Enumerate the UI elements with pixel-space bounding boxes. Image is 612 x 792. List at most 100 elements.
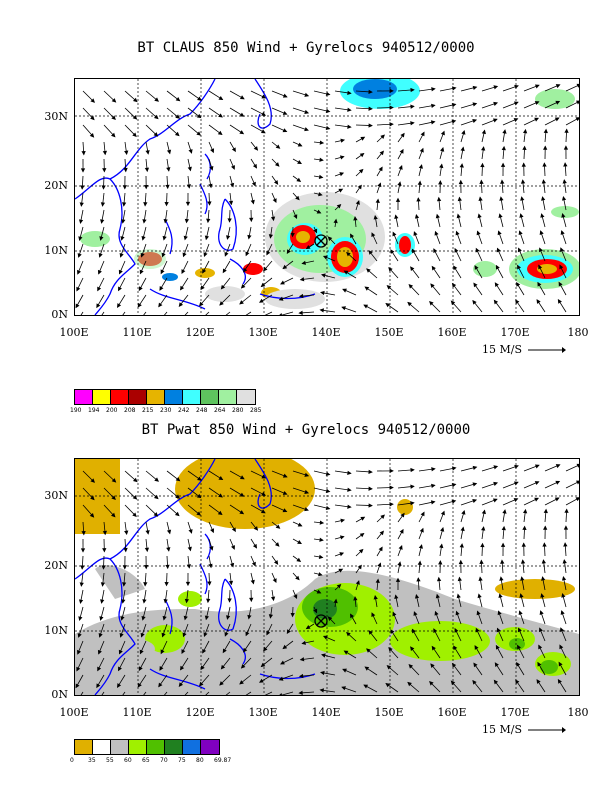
wind-vector-head [185, 581, 191, 587]
wind-vector-head [253, 526, 259, 531]
wind-vector-head [78, 616, 83, 621]
wind-vector-head [429, 301, 434, 306]
wind-vector-head [431, 483, 436, 488]
colorbar-label: 248 [196, 407, 208, 414]
wind-vector-head [481, 146, 486, 151]
wind-vector-head [142, 599, 147, 604]
colorbar-label: 285 [250, 407, 262, 414]
wind-vector-head [339, 155, 345, 160]
wind-vector-head [206, 598, 211, 604]
wind-vector-head [183, 615, 188, 621]
wind-vector-head [280, 660, 285, 665]
wind-vector-head [316, 589, 322, 594]
wind-vector-head [272, 198, 277, 204]
panel2-xlabel: 110E [122, 706, 152, 719]
wind-vector-head [299, 277, 305, 282]
wind-vector-head [440, 510, 445, 516]
wind-vector-head [378, 546, 383, 552]
wind-vector-head [522, 525, 527, 531]
wind-vector-head [266, 250, 271, 256]
wind-vector-head [368, 106, 373, 111]
colorbar-swatch [129, 390, 147, 404]
panel1-gridlines [75, 79, 579, 315]
wind-vector-head [450, 680, 456, 686]
wind-vector-head [227, 218, 232, 223]
wind-vector-head [417, 560, 422, 566]
wind-vector-head [166, 149, 172, 155]
wind-vector-head [411, 248, 416, 254]
wind-vector-head [243, 267, 248, 273]
wind-vector-head [210, 148, 215, 154]
wind-vector-head [534, 481, 540, 486]
wind-vector-head [564, 128, 569, 133]
wind-vector-head [220, 664, 226, 670]
wind-vector-head [274, 162, 280, 167]
wind-vector-head [138, 666, 143, 672]
wind-vector-head [433, 248, 438, 254]
wind-vector-head [576, 83, 579, 88]
wind-vector-head [408, 664, 414, 669]
wind-vector-head [336, 204, 342, 209]
wind-vector-head [430, 500, 436, 505]
wind-vector-head [479, 559, 484, 564]
wind-vector-head [431, 87, 436, 92]
wind-vector-head [261, 474, 267, 479]
wind-vector-head [438, 560, 443, 565]
wind-vector-head [407, 681, 412, 687]
wind-vector-head [160, 649, 165, 655]
wind-vector-head [80, 565, 85, 570]
wind-vector-head [96, 303, 101, 309]
wind-vector-head [476, 230, 481, 236]
wind-vector-head [139, 269, 144, 275]
panel2-map [74, 458, 580, 696]
wind-vector-head [186, 184, 192, 189]
wind-vector [205, 691, 210, 695]
wind-vector-head [438, 180, 443, 185]
wind-vector-head [561, 213, 566, 218]
wind-vector-head [364, 286, 370, 291]
wind-vector-head [540, 593, 545, 598]
colorbar-swatch [147, 740, 165, 754]
wind-vector-head [560, 230, 565, 235]
wind-vector-head [258, 298, 264, 303]
wind-vector-head [559, 644, 564, 650]
wind-vector-head [377, 182, 382, 188]
wind-vector-head [199, 301, 204, 307]
wind-vector-head [373, 214, 378, 220]
wind-vector-head [455, 610, 460, 616]
wind-vector-head [304, 489, 310, 494]
wind-vector-head [199, 681, 204, 687]
wind-vector-head [226, 615, 231, 620]
panel1-coastlines [75, 79, 316, 315]
wind-vector-head [282, 490, 288, 495]
wind-vector-head [534, 117, 539, 122]
wind-vector-head [543, 145, 548, 150]
wind-vector-head [440, 527, 445, 532]
colorbar-label: 230 [160, 407, 172, 414]
wind-vector-head [97, 269, 102, 275]
panel2-xlabel: 100E [59, 706, 89, 719]
wind-vector [101, 691, 105, 695]
wind-vector-head [98, 253, 103, 258]
wind-vector-head [493, 299, 499, 305]
wind-vector-head [140, 252, 145, 258]
wind-vector-head [399, 528, 404, 534]
wind-vector-head [97, 666, 102, 672]
wind-vector-head [520, 576, 525, 581]
wind-vector-head [197, 476, 202, 481]
wind-vector-head [451, 119, 457, 124]
wind-vector-head [519, 213, 524, 218]
wind-vector-head [518, 610, 523, 616]
wind-vector-head [368, 486, 373, 491]
wind-vector-head [220, 284, 226, 290]
wind-vector-head [561, 576, 567, 581]
wind-vector-head [200, 285, 205, 291]
wind-vector-head [325, 471, 331, 476]
colorbar-label: 280 [232, 407, 244, 414]
wind-vector-head [435, 213, 440, 219]
wind-vector-head [457, 576, 462, 582]
wind-vector-head [430, 663, 435, 669]
wind-vector-head [219, 301, 224, 306]
wind-vector-head [414, 213, 420, 219]
wind-vector-head [371, 612, 376, 617]
